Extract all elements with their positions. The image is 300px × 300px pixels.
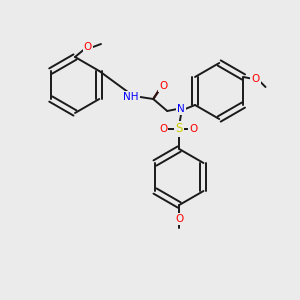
- Text: O: O: [175, 214, 183, 224]
- Text: O: O: [84, 42, 92, 52]
- Text: N: N: [177, 104, 185, 114]
- Text: NH: NH: [124, 92, 139, 102]
- Text: O: O: [189, 124, 197, 134]
- Text: S: S: [176, 122, 183, 136]
- Text: O: O: [251, 74, 260, 84]
- Text: O: O: [159, 124, 167, 134]
- Text: O: O: [159, 81, 167, 91]
